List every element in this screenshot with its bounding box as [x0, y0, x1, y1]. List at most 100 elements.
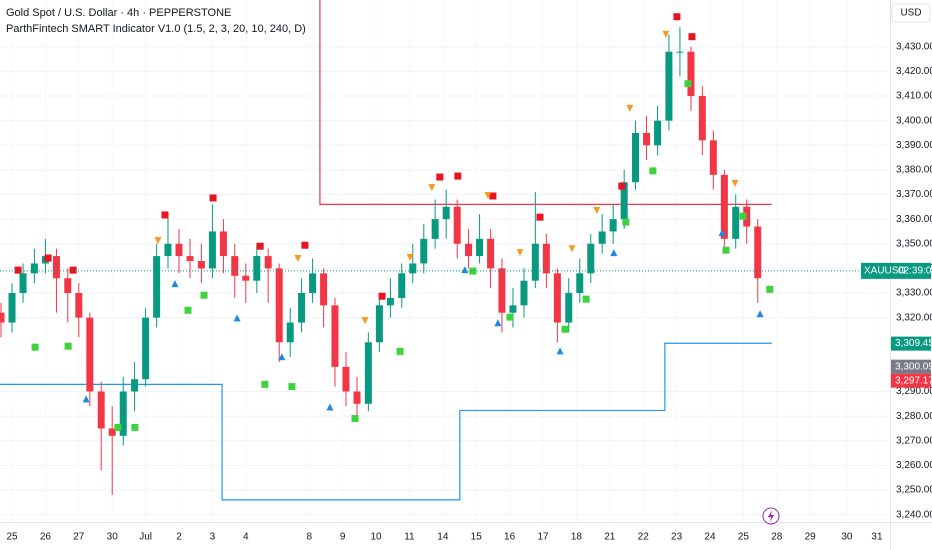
candle-body: [253, 256, 261, 281]
signal-down: [484, 192, 492, 200]
candle-body: [598, 231, 606, 244]
candle-body: [375, 305, 383, 343]
signal-down: [626, 104, 634, 112]
y-tick-label: 3,360.00: [896, 214, 932, 225]
x-tick-label: 25: [738, 532, 750, 543]
candle-body: [264, 256, 272, 269]
signal-square: [561, 325, 569, 333]
candle-body: [142, 317, 150, 380]
candle-body: [186, 256, 194, 261]
y-tick-label: 3,260.00: [896, 460, 932, 471]
signal-square: [288, 383, 296, 391]
candle-body: [687, 51, 695, 97]
signal-square: [436, 173, 444, 181]
signal-square: [722, 246, 730, 254]
x-tick-label: 22: [638, 532, 650, 543]
signal-up: [233, 314, 241, 322]
candle-body: [119, 391, 127, 436]
candle-body: [520, 280, 528, 306]
signal-square: [131, 423, 139, 431]
x-tick-label: 23: [671, 532, 683, 543]
signal-up: [610, 249, 618, 257]
x-tick-label: Jul: [139, 532, 152, 543]
signal-down: [294, 255, 302, 263]
candle-body: [164, 243, 172, 257]
signal-square: [506, 313, 514, 321]
candle-body: [709, 140, 717, 175]
x-tick-label: 4: [243, 532, 249, 543]
candle-body: [8, 293, 16, 323]
candle-body: [286, 322, 294, 343]
x-tick-label: 27: [73, 532, 85, 543]
candle-body: [131, 379, 139, 392]
y-tick-label: 3,250.00: [896, 485, 932, 496]
y-tick-label: 3,320.00: [896, 312, 932, 323]
candle-body: [465, 243, 473, 257]
x-tick-label: 8: [306, 532, 312, 543]
candle-body: [153, 256, 161, 318]
signal-up: [756, 310, 764, 318]
chart-title: Gold Spot / U.S. Dollar · 4h · PEPPERSTO…: [6, 7, 231, 19]
signal-down: [731, 179, 739, 187]
x-tick-label: 26: [40, 532, 52, 543]
signal-square: [184, 306, 192, 314]
signal-square: [582, 295, 590, 303]
x-tick-label: 14: [437, 532, 449, 543]
signal-down: [428, 184, 436, 192]
candle-body: [587, 243, 595, 274]
signal-down: [593, 207, 601, 215]
signal-square: [766, 285, 774, 293]
y-tick-label: 3,350.00: [896, 238, 932, 249]
candle-body: [331, 305, 339, 367]
currency-button[interactable]: [891, 3, 931, 23]
candle-body: [208, 231, 216, 269]
candle-body: [342, 366, 350, 392]
x-tick-label: 15: [471, 532, 483, 543]
candle-body: [353, 391, 361, 404]
candle-body: [30, 263, 38, 274]
price-badge-label: 3,309.45: [895, 338, 932, 349]
candle-body: [698, 96, 706, 141]
signal-square: [469, 267, 477, 275]
signal-square: [454, 172, 462, 180]
signal-up: [556, 347, 564, 355]
y-tick-label: 3,420.00: [896, 66, 932, 77]
candle-body: [398, 273, 406, 298]
x-tick-label: 30: [841, 532, 853, 543]
x-tick-label: 11: [404, 532, 415, 543]
signal-square: [536, 213, 544, 221]
candle-body: [275, 268, 283, 343]
grid: [0, 46, 890, 516]
candle-body: [442, 206, 450, 220]
signal-up: [461, 266, 469, 274]
price-badge-label: 3,300.09: [895, 361, 932, 372]
x-tick-label: 31: [871, 532, 883, 543]
y-tick-label: 3,290.00: [896, 386, 932, 397]
price-badge: [891, 373, 931, 388]
signal-square: [684, 80, 692, 88]
candle-body: [632, 132, 640, 183]
x-tick-label: 30: [107, 532, 119, 543]
signal-down: [361, 317, 369, 325]
candle-body: [52, 256, 60, 279]
candle-body: [665, 51, 673, 121]
price-badge: [891, 336, 931, 351]
candle-body: [431, 219, 439, 239]
x-tick-label: 29: [805, 532, 817, 543]
candle-body: [409, 263, 417, 274]
x-tick-label: 21: [604, 532, 616, 543]
currency[interactable]: USD: [900, 8, 921, 19]
candle-body: [231, 256, 239, 276]
signal-square: [489, 192, 497, 200]
y-tick-label: 3,380.00: [896, 165, 932, 176]
signal-square: [618, 182, 626, 190]
candle-body: [509, 305, 517, 313]
candle-body: [242, 275, 250, 281]
signal-down: [406, 254, 414, 262]
signal-up: [82, 395, 90, 403]
signal-square: [301, 241, 309, 249]
y-tick-label: 3,400.00: [896, 115, 932, 126]
signal-square: [114, 423, 122, 431]
candle-body: [553, 273, 561, 323]
